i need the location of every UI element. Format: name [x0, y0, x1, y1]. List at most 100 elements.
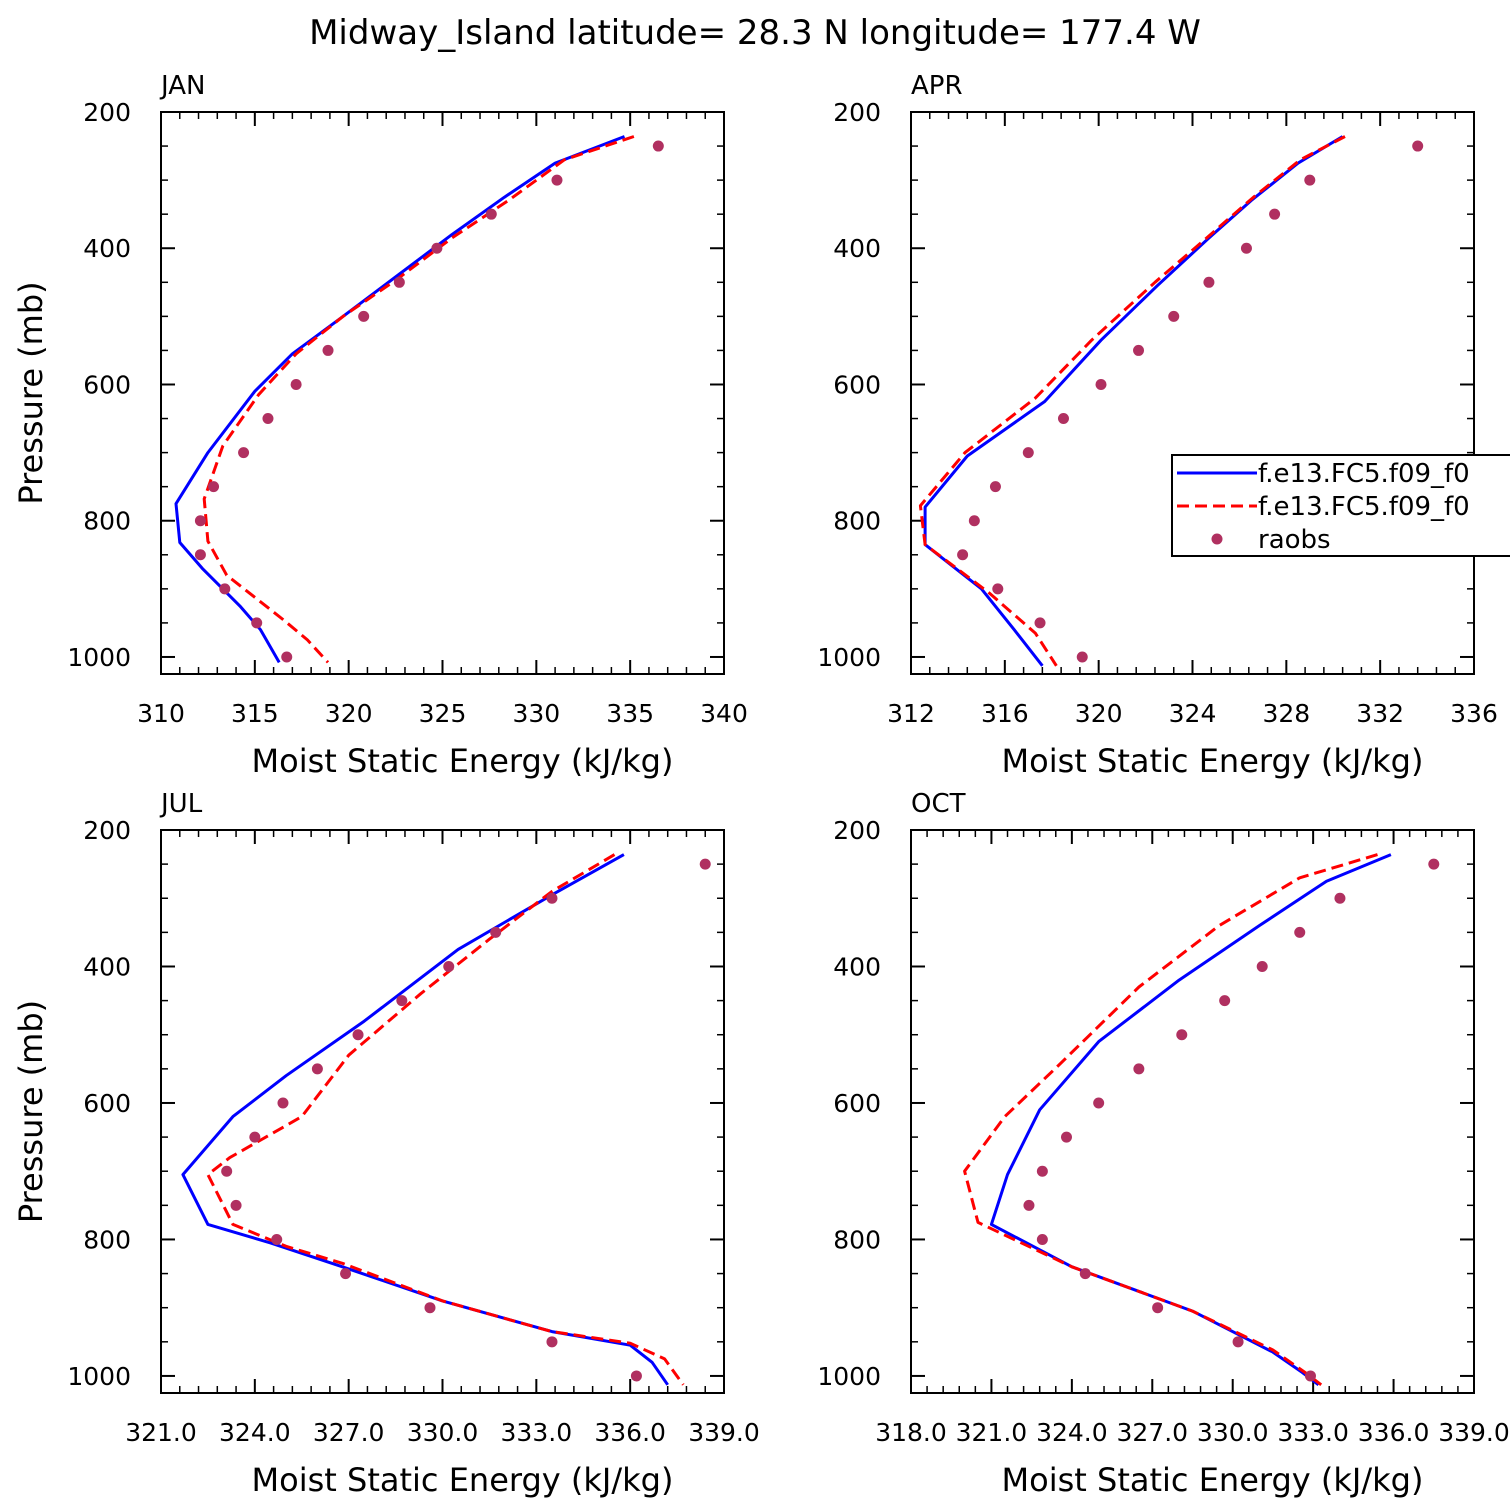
- raobs-point: [1219, 995, 1231, 1007]
- raobs-point: [443, 960, 455, 972]
- raobs-point: [1232, 1336, 1244, 1348]
- raobs-point: [238, 447, 250, 459]
- series-line-solid: [181, 853, 669, 1386]
- panel-label: APR: [911, 71, 963, 101]
- raobs-point: [424, 1302, 436, 1314]
- raobs-point: [230, 1199, 242, 1211]
- raobs-point: [1076, 651, 1088, 663]
- raobs-point: [271, 1233, 283, 1245]
- raobs-point: [1036, 1233, 1048, 1245]
- raobs-point: [1152, 1302, 1164, 1314]
- y-tick-label: 600: [833, 370, 881, 399]
- raobs-point: [249, 1131, 261, 1143]
- x-tick-label: 333.0: [501, 1418, 573, 1447]
- y-tick-label: 800: [83, 1225, 131, 1254]
- raobs-point: [322, 344, 334, 356]
- panel-label: OCT: [911, 789, 966, 819]
- plot-frame: [910, 829, 1475, 1394]
- y-tick-label: 1000: [67, 643, 131, 672]
- panel-label: JUL: [159, 789, 203, 819]
- x-tick-label: 336: [1450, 699, 1498, 728]
- x-tick-label: 320: [1075, 699, 1123, 728]
- series-line-dashed: [206, 853, 685, 1386]
- raobs-point: [989, 481, 1001, 493]
- x-tick-label: 312: [887, 699, 935, 728]
- raobs-point: [221, 1165, 233, 1177]
- y-tick-label: 1000: [67, 1362, 131, 1391]
- raobs-point: [992, 583, 1004, 595]
- raobs-point: [262, 413, 274, 425]
- raobs-point: [1060, 1131, 1072, 1143]
- series-line-dashed: [963, 853, 1378, 1386]
- raobs-point: [1034, 617, 1046, 629]
- y-tick-label: 400: [83, 234, 131, 263]
- x-axis-label: Moist Static Energy (kJ/kg): [1002, 1461, 1424, 1499]
- raobs-point: [340, 1268, 352, 1280]
- plot-area: [174, 135, 664, 664]
- x-tick-label: 327.0: [313, 1418, 385, 1447]
- raobs-point: [281, 651, 293, 663]
- figure-title: Midway_Island latitude= 28.3 N longitude…: [309, 13, 1201, 53]
- plot-area: [181, 853, 711, 1386]
- y-tick-label: 800: [833, 507, 881, 536]
- series-line-solid: [174, 135, 626, 664]
- x-tick-label: 333.0: [1277, 1418, 1349, 1447]
- raobs-point: [1133, 344, 1145, 356]
- raobs-point: [358, 310, 370, 322]
- series-line-solid: [923, 135, 1344, 667]
- raobs-point: [194, 549, 206, 561]
- x-tick-label: 321.0: [125, 1418, 197, 1447]
- legend-label: f.e13.FC5.f09_f0: [1258, 459, 1470, 489]
- y-tick-label: 400: [833, 234, 881, 263]
- plot-frame: [160, 829, 725, 1394]
- raobs-point: [1057, 413, 1069, 425]
- raobs-point: [1095, 378, 1107, 390]
- y-tick-label: 200: [83, 98, 131, 127]
- raobs-point: [311, 1063, 323, 1075]
- x-tick-label: 310: [137, 699, 185, 728]
- raobs-point: [957, 549, 969, 561]
- raobs-point: [1203, 276, 1215, 288]
- raobs-point: [208, 481, 220, 493]
- series-line-dashed: [918, 135, 1346, 667]
- raobs-point: [1334, 892, 1346, 904]
- raobs-point: [396, 995, 408, 1007]
- y-tick-label: 600: [83, 370, 131, 399]
- raobs-point: [290, 378, 302, 390]
- raobs-point: [251, 617, 263, 629]
- raobs-point: [490, 926, 502, 938]
- raobs-point: [551, 174, 563, 186]
- x-tick-label: 340: [700, 699, 748, 728]
- raobs-point: [699, 858, 711, 870]
- y-axis-label: Pressure (mb): [12, 281, 50, 504]
- raobs-point: [1176, 1029, 1188, 1041]
- panel-label: JAN: [159, 71, 205, 101]
- raobs-point: [1304, 174, 1316, 186]
- raobs-point: [1168, 310, 1180, 322]
- legend-marker-dot: [1211, 533, 1223, 545]
- y-tick-label: 400: [83, 952, 131, 981]
- raobs-point: [1240, 242, 1252, 254]
- raobs-point: [219, 583, 231, 595]
- y-tick-label: 600: [83, 1089, 131, 1118]
- x-tick-label: 336.0: [594, 1418, 666, 1447]
- y-tick-label: 200: [83, 816, 131, 845]
- x-tick-label: 324.0: [1036, 1418, 1108, 1447]
- plot-frame: [160, 111, 725, 675]
- y-tick-label: 1000: [817, 643, 881, 672]
- x-tick-label: 324.0: [219, 1418, 291, 1447]
- raobs-point: [546, 1336, 558, 1348]
- raobs-point: [630, 1370, 642, 1382]
- y-tick-label: 200: [833, 98, 881, 127]
- series-line-dashed: [202, 135, 635, 664]
- x-tick-label: 321.0: [956, 1418, 1028, 1447]
- raobs-point: [1079, 1268, 1091, 1280]
- x-tick-label: 318.0: [875, 1418, 947, 1447]
- raobs-point: [1022, 447, 1034, 459]
- raobs-point: [1294, 926, 1306, 938]
- x-tick-label: 328: [1262, 699, 1310, 728]
- x-tick-label: 330: [512, 699, 560, 728]
- raobs-point: [546, 892, 558, 904]
